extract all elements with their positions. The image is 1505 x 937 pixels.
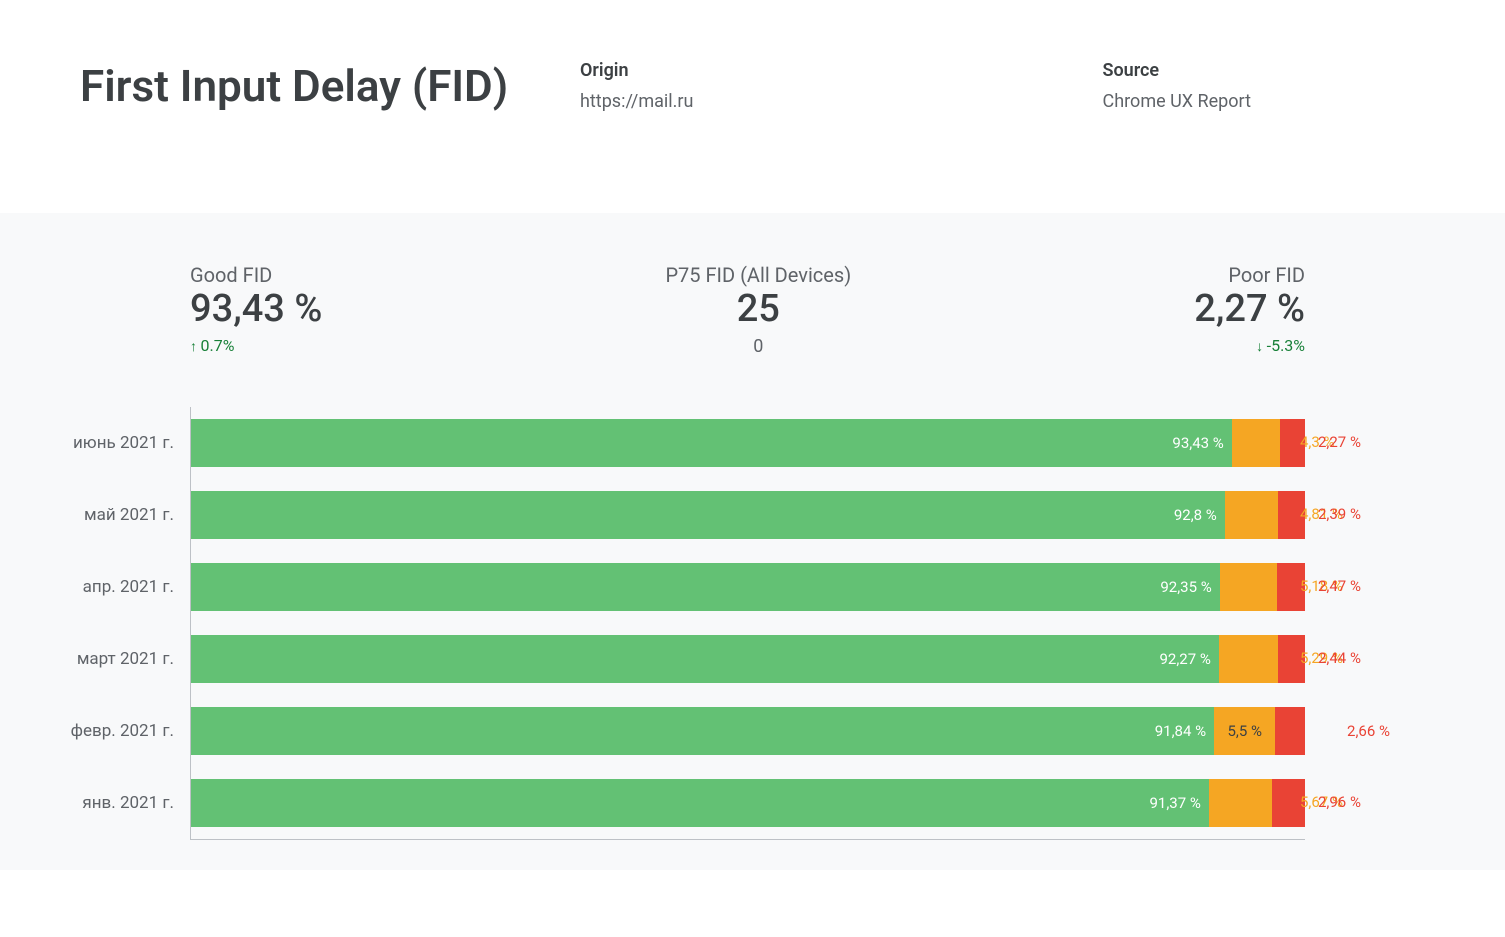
poor-value-label: 2,96 %	[1318, 793, 1361, 811]
stat-p75-fid: P75 FID (All Devices) 25 0	[665, 263, 851, 358]
bar-row: 91,37 %5,67 %2,96 %	[191, 767, 1305, 839]
segment-needs-improvement	[1225, 491, 1279, 539]
summary-stats: Good FID 93,43 % 0.7% P75 FID (All Devic…	[50, 263, 1305, 358]
segment-poor	[1275, 707, 1305, 755]
bar-track: 92,35 %5,18 %2,47 %	[191, 563, 1305, 611]
segment-good: 91,84 %	[191, 707, 1214, 755]
origin-value: https://mail.ru	[580, 91, 903, 112]
bar-row: 93,43 %4,3 %2,27 %	[191, 407, 1305, 479]
meta-row: Origin https://mail.ru Source Chrome UX …	[580, 60, 1425, 113]
report-header: First Input Delay (FID) Origin https://m…	[0, 0, 1505, 213]
poor-value-label: 2,47 %	[1318, 577, 1361, 595]
y-axis-label: май 2021 г.	[50, 479, 190, 551]
stat-poor-delta: -5.3%	[1194, 336, 1305, 355]
stat-p75-label: P75 FID (All Devices)	[665, 263, 851, 287]
bar-row: 92,27 %5,29 %2,44 %	[191, 623, 1305, 695]
source-label: Source	[1103, 60, 1426, 81]
stat-poor-value: 2,27 %	[1194, 287, 1305, 333]
stat-p75-sub: 0	[665, 336, 851, 357]
poor-value-label: 2,27 %	[1318, 433, 1361, 451]
poor-value-label: 2,66 %	[1347, 722, 1390, 740]
segment-needs-improvement: 5,5 %	[1214, 707, 1275, 755]
bar-track: 93,43 %4,3 %2,27 %	[191, 419, 1305, 467]
y-axis-label: февр. 2021 г.	[50, 695, 190, 767]
y-axis-label: март 2021 г.	[50, 623, 190, 695]
bar-track: 92,8 %4,81 %2,39 %	[191, 491, 1305, 539]
segment-needs-improvement	[1220, 563, 1278, 611]
overlap-value-label: 5,18 %2,47 %	[1300, 577, 1390, 597]
stat-good-fid: Good FID 93,43 % 0.7%	[190, 263, 322, 358]
chart-panel: Good FID 93,43 % 0.7% P75 FID (All Devic…	[0, 213, 1505, 871]
overlap-value-label: 5,67 %2,96 %	[1300, 793, 1390, 813]
poor-value-label: 2,39 %	[1318, 505, 1361, 523]
segment-needs-improvement	[1232, 419, 1280, 467]
stat-good-value: 93,43 %	[190, 287, 322, 333]
title-block: First Input Delay (FID)	[80, 60, 580, 113]
bar-row: 92,35 %5,18 %2,47 %	[191, 551, 1305, 623]
bar-track: 91,37 %5,67 %2,96 %	[191, 779, 1305, 827]
bar-track: 92,27 %5,29 %2,44 %	[191, 635, 1305, 683]
page-title: First Input Delay (FID)	[80, 60, 580, 113]
bars-area: 93,43 %4,3 %2,27 % 92,8 %4,81 %2,39 % 92,3…	[190, 407, 1305, 840]
y-axis-label: апр. 2021 г.	[50, 551, 190, 623]
stat-good-delta: 0.7%	[190, 336, 322, 355]
poor-value-label: 2,44 %	[1318, 649, 1361, 667]
bar-track: 91,84 %5,5 %2,66 %	[191, 707, 1305, 755]
y-axis-label: июнь 2021 г.	[50, 407, 190, 479]
segment-good: 91,37 %	[191, 779, 1209, 827]
overlap-value-label: 5,29 %2,44 %	[1300, 649, 1390, 669]
origin-block: Origin https://mail.ru	[580, 60, 903, 113]
stat-poor-fid: Poor FID 2,27 % -5.3%	[1194, 263, 1305, 358]
origin-label: Origin	[580, 60, 903, 81]
y-axis-label: янв. 2021 г.	[50, 767, 190, 839]
segment-good: 92,8 %	[191, 491, 1225, 539]
stat-poor-label: Poor FID	[1194, 263, 1305, 287]
bar-chart: июнь 2021 г.май 2021 г.апр. 2021 г.март …	[50, 407, 1305, 840]
overlap-value-label: 4,81 %2,39 %	[1300, 505, 1390, 525]
segment-good: 92,35 %	[191, 563, 1220, 611]
segment-needs-improvement	[1209, 779, 1272, 827]
segment-good: 93,43 %	[191, 419, 1232, 467]
segment-needs-improvement	[1219, 635, 1278, 683]
stat-p75-value: 25	[665, 287, 851, 333]
stat-good-label: Good FID	[190, 263, 322, 287]
overlap-value-label: 4,3 %2,27 %	[1300, 433, 1390, 453]
segment-good: 92,27 %	[191, 635, 1219, 683]
bar-row: 91,84 %5,5 %2,66 %	[191, 695, 1305, 767]
source-block: Source Chrome UX Report	[1103, 60, 1426, 113]
y-axis: июнь 2021 г.май 2021 г.апр. 2021 г.март …	[50, 407, 190, 840]
bar-row: 92,8 %4,81 %2,39 %	[191, 479, 1305, 551]
source-value: Chrome UX Report	[1103, 91, 1426, 112]
